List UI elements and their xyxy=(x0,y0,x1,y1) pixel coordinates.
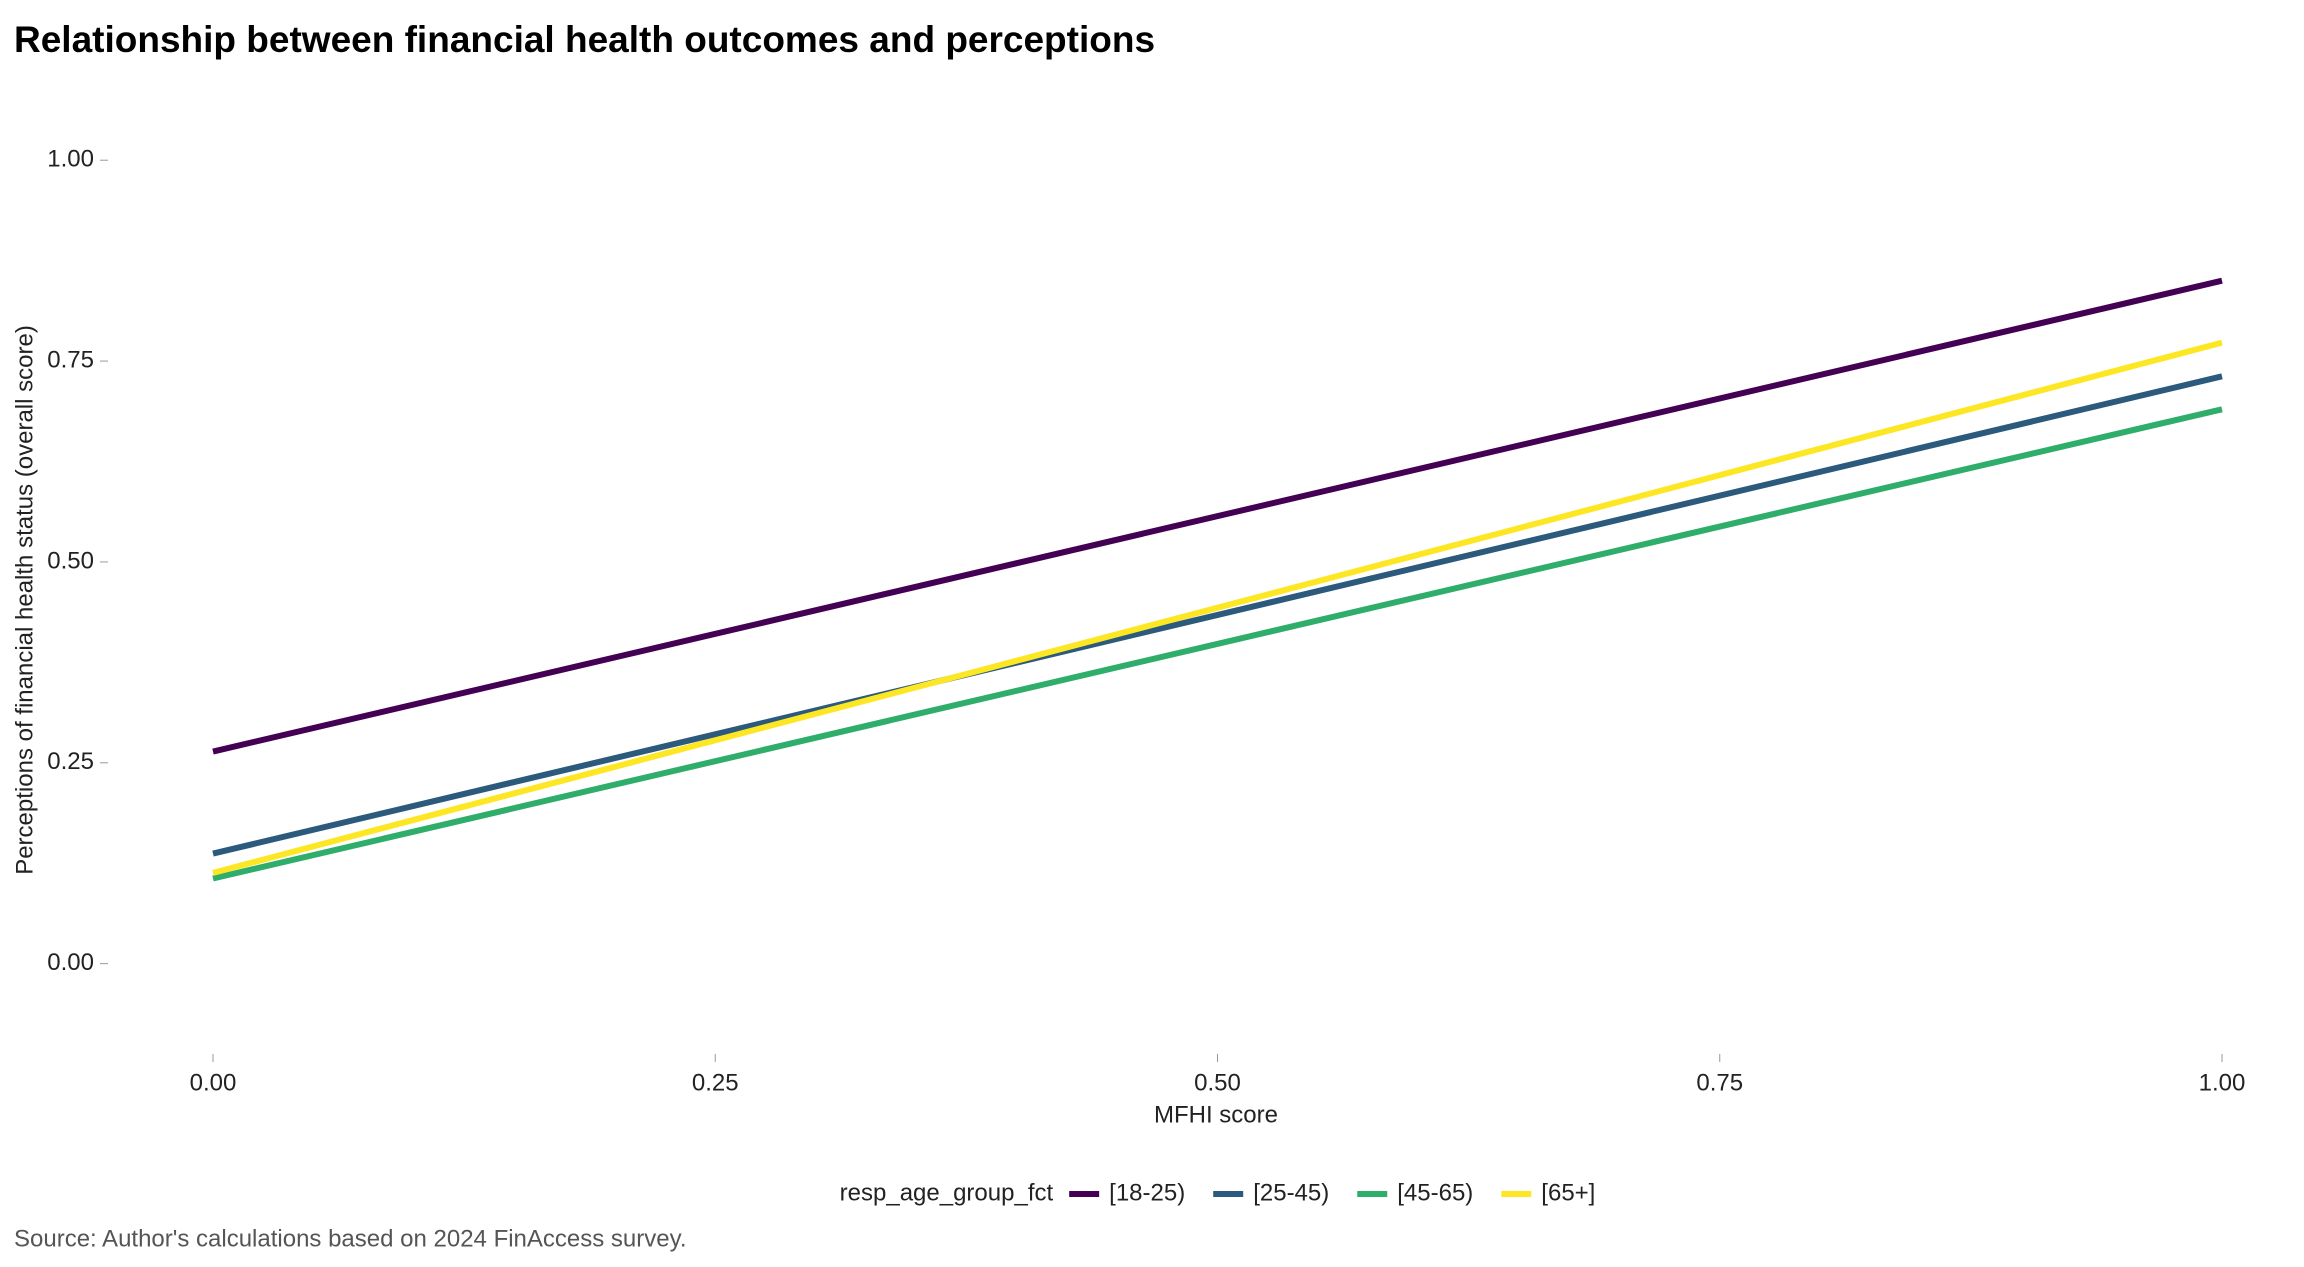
x-axis-label: MFHI score xyxy=(1154,1101,1278,1128)
x-tick-label: 0.50 xyxy=(1194,1069,1241,1096)
legend-label: [25-45) xyxy=(1253,1179,1329,1206)
y-axis-label: Perceptions of financial health status (… xyxy=(11,325,38,875)
chart-title: Relationship between financial health ou… xyxy=(14,19,1155,60)
x-tick-label: 0.00 xyxy=(190,1069,237,1096)
fit-line xyxy=(212,373,2223,857)
source-note: Source: Author's calculations based on 2… xyxy=(14,1225,687,1252)
y-tick-label: 0.00 xyxy=(47,949,94,976)
legend-label: [65+] xyxy=(1541,1179,1595,1206)
legend-label: [18-25) xyxy=(1109,1179,1185,1206)
x-tick-label: 0.75 xyxy=(1696,1069,1743,1096)
y-tick-label: 0.75 xyxy=(47,346,94,373)
y-tick-label: 0.25 xyxy=(47,748,94,775)
fit-line xyxy=(212,406,2223,882)
y-tick-label: 1.00 xyxy=(47,146,94,173)
legend-title: resp_age_group_fct xyxy=(840,1179,1054,1206)
y-tick-label: 0.50 xyxy=(47,547,94,574)
x-tick-label: 1.00 xyxy=(2199,1069,2246,1096)
legend-label: [45-65) xyxy=(1397,1179,1473,1206)
fit-line xyxy=(212,277,2223,755)
fit-line xyxy=(212,339,2223,876)
x-tick-label: 0.25 xyxy=(692,1069,739,1096)
legend: resp_age_group_fct [18-25) [25-45) [45-65) [… xyxy=(840,1179,1596,1206)
